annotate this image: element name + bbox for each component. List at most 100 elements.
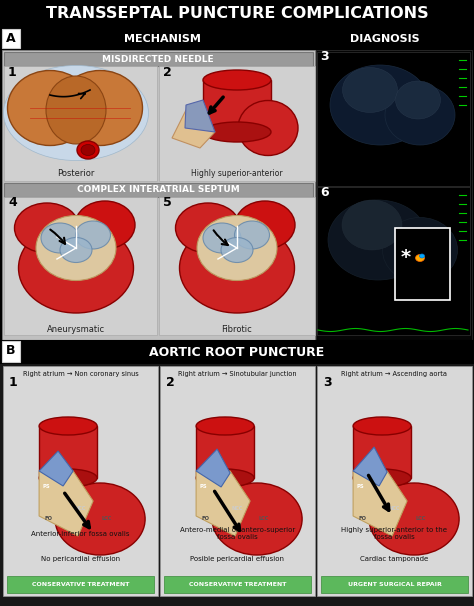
Ellipse shape [385,85,455,145]
Bar [317,52,470,186]
Ellipse shape [18,223,134,313]
Ellipse shape [60,238,92,262]
Text: A: A [6,32,16,44]
Bar [2,341,20,362]
Bar [164,576,311,593]
Text: No pericardial effusion: No pericardial effusion [41,556,120,562]
Text: 3: 3 [323,376,332,390]
Text: PS: PS [356,484,364,488]
Text: DIAGNOSIS: DIAGNOSIS [350,34,420,44]
Bar [0,340,474,364]
Ellipse shape [41,223,79,253]
Text: 2: 2 [166,376,175,390]
Bar [160,366,315,596]
Ellipse shape [39,417,97,435]
Ellipse shape [197,216,277,281]
Ellipse shape [55,483,145,555]
Bar [317,187,470,335]
Text: Right atrium → Non coronary sinus: Right atrium → Non coronary sinus [23,371,138,377]
Polygon shape [172,110,215,148]
Ellipse shape [203,70,271,90]
Polygon shape [39,471,93,536]
Polygon shape [353,471,407,536]
Text: AORTIC ROOT PUNCTURE: AORTIC ROOT PUNCTURE [149,345,325,359]
Ellipse shape [8,70,92,145]
Text: LCC: LCC [258,516,268,522]
Ellipse shape [238,101,298,156]
Ellipse shape [175,203,240,253]
Text: B: B [6,344,16,358]
Ellipse shape [330,65,430,145]
Ellipse shape [369,483,459,555]
Ellipse shape [235,221,270,249]
Text: Right atrium → Ascending aorta: Right atrium → Ascending aorta [341,371,447,377]
Text: TRANSSEPTAL PUNCTURE COMPLICATIONS: TRANSSEPTAL PUNCTURE COMPLICATIONS [46,7,428,21]
Ellipse shape [235,201,295,249]
Ellipse shape [77,141,99,159]
Polygon shape [39,451,73,486]
Ellipse shape [3,65,148,161]
Text: 2: 2 [163,65,172,79]
Ellipse shape [342,200,402,250]
Ellipse shape [196,469,254,487]
Text: 1: 1 [8,65,17,79]
Ellipse shape [416,255,425,262]
Text: Posterior: Posterior [57,170,95,179]
Text: Cardiac tamponade: Cardiac tamponade [360,556,428,562]
Text: PS: PS [42,484,50,488]
Text: Aneurysmatic: Aneurysmatic [47,325,105,335]
Polygon shape [196,449,230,487]
Ellipse shape [221,238,253,262]
Polygon shape [353,447,387,486]
Text: Highly superior-anterior to the
fossa ovalis: Highly superior-anterior to the fossa ov… [341,527,447,541]
Text: LCC: LCC [415,516,425,522]
Bar [196,426,254,478]
Text: Right atrium → Sinotubular junction: Right atrium → Sinotubular junction [178,371,297,377]
Ellipse shape [196,417,254,435]
Bar [321,576,468,593]
Text: NCC: NCC [74,507,86,511]
Text: MECHANISM: MECHANISM [124,34,201,44]
Ellipse shape [57,70,143,145]
Ellipse shape [46,76,106,144]
Ellipse shape [395,81,440,119]
Ellipse shape [39,469,97,487]
Bar [7,576,154,593]
Ellipse shape [343,67,398,113]
Text: 3: 3 [320,50,328,64]
Ellipse shape [15,203,80,253]
Bar [2,29,20,48]
Ellipse shape [353,469,411,487]
Text: FO: FO [358,516,366,522]
Ellipse shape [75,221,110,249]
Text: Posible pericardial effusion: Posible pericardial effusion [191,556,284,562]
Text: FO: FO [44,516,52,522]
Bar [4,197,157,335]
Ellipse shape [36,216,116,281]
Bar [0,28,474,50]
Ellipse shape [419,254,425,258]
Text: CONSERVATIVE TREATMENT: CONSERVATIVE TREATMENT [32,582,129,587]
Bar [353,426,411,478]
Bar [0,0,474,28]
Ellipse shape [180,223,294,313]
Text: PS: PS [199,484,207,488]
Bar [317,366,472,596]
Text: LCC: LCC [101,516,111,522]
Text: Highly superior-anterior: Highly superior-anterior [191,170,283,179]
Ellipse shape [75,201,135,249]
Polygon shape [185,100,215,132]
Text: 6: 6 [320,185,328,199]
Text: *: * [401,247,411,267]
Ellipse shape [212,483,302,555]
Bar [4,183,313,197]
Text: NCC: NCC [231,507,243,511]
Text: Fibrotic: Fibrotic [222,325,252,335]
Text: Antero-medial or antero-superior
fossa ovalis: Antero-medial or antero-superior fossa o… [180,527,295,541]
Text: COMPLEX INTERATRIAL SEPTUM: COMPLEX INTERATRIAL SEPTUM [77,185,239,195]
Text: 5: 5 [163,196,172,210]
Bar [203,80,271,132]
Bar [39,426,97,478]
Bar [159,66,315,181]
Bar [395,228,450,300]
